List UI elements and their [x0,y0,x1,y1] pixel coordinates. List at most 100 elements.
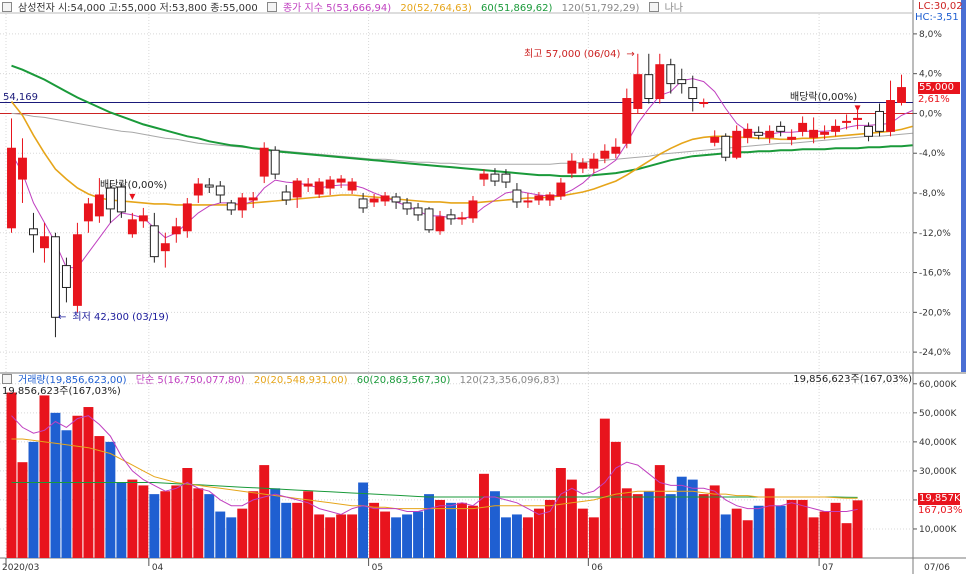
price-tick-label: -24,0% [919,348,951,358]
checkbox-icon[interactable] [2,374,12,384]
volume-bar [457,502,467,558]
volume-tick-label: 40,000K [919,438,957,448]
volume-bar [402,514,413,558]
volume-bar [490,491,500,558]
candle [435,216,445,232]
volume-tick-label: 10,000K [919,525,957,535]
volume-bar [347,514,358,558]
volume-bar [709,485,720,558]
candle [237,197,247,211]
candle [105,187,115,210]
candle [457,217,467,220]
volume-bar [742,520,753,558]
volume-bar [588,517,599,558]
x-tick-label: 2020/03 [2,563,39,573]
candle [512,189,522,203]
price-tick-label: 8,0% [919,30,942,40]
volume-tick-label: 50,000K [919,409,957,419]
volume-legend-ma20: 20(20,548,931,00) [253,375,348,386]
candle [160,243,170,252]
candle [94,194,104,217]
candle [842,120,852,123]
low-label: 최저 42,300 (03/19) [72,312,169,323]
candle [380,195,390,202]
volume-bar [555,468,566,558]
candle [336,178,346,183]
candle [127,219,137,235]
current-volume-pct: 167,03% [918,505,963,516]
candle [303,183,313,187]
volume-bar [665,494,676,558]
volume-bar [621,488,632,558]
volume-bar [72,415,83,558]
candle [655,64,665,100]
volume-bar [281,502,292,558]
volume-bar [522,517,533,558]
arrow-right-icon: → [626,49,635,60]
candle [281,191,291,201]
volume-bar [292,502,303,558]
candle [578,162,588,169]
candle [864,125,873,137]
volume-bar [435,499,445,558]
x-tick-label: 07 [822,563,833,573]
volume-bar [643,491,654,558]
volume-bar [446,502,456,558]
x-tick-label: 04 [152,563,164,573]
dividend-marker-icon [854,105,861,112]
volume-bar [511,514,522,558]
price-tick-label: -4,0% [919,149,946,159]
candle [490,173,500,182]
volume-bar [336,514,347,558]
volume-bar [468,505,478,558]
candle [743,128,753,138]
x-tick-label: 06 [591,563,603,573]
candle [413,207,423,216]
candle [523,200,533,203]
volume-bar [566,479,577,558]
volume-bar [28,441,39,558]
volume-tick-label: 60,000K [919,380,957,390]
candle [501,173,511,183]
volume-ma20-line [11,438,858,510]
volume-legend-ma120: 120(23,356,096,83) [459,375,560,386]
checkbox-icon[interactable] [266,2,277,12]
price-tick-label: -12,0% [919,229,951,239]
price-legend: 삼성전자 시:54,000 고:55,000 저:53,800 종:55,000… [2,2,689,15]
checkbox-icon[interactable] [2,2,12,12]
candle [611,146,621,154]
candle [875,110,884,132]
candle [754,131,764,136]
candle [7,147,16,229]
candle [391,196,401,203]
candle [270,149,280,175]
candle [226,202,236,211]
price-tick-label: -8,0% [919,189,946,199]
candle [18,157,27,180]
candle [688,87,698,100]
current-price-box: 55,000 [918,82,960,94]
candle [292,180,302,198]
candle [710,136,720,143]
volume-bar [303,491,314,558]
volume-bar [215,511,226,558]
volume-bar [797,499,808,558]
volume-bar [325,517,336,558]
x-tick-label: 05 [372,563,383,573]
volume-bar [676,476,687,558]
volume-bar [204,494,215,558]
candle [831,125,841,132]
volume-bar [698,494,709,558]
candle [699,102,709,105]
candle [479,173,489,180]
volume-bar [775,505,786,558]
candle [40,236,49,249]
volume-bar [237,508,248,558]
checkbox-icon[interactable] [648,2,659,12]
candle [721,135,731,158]
volume-bar [720,514,731,558]
candle [534,195,544,201]
volume-bar [413,511,423,558]
volume-ma60-line [11,482,858,498]
